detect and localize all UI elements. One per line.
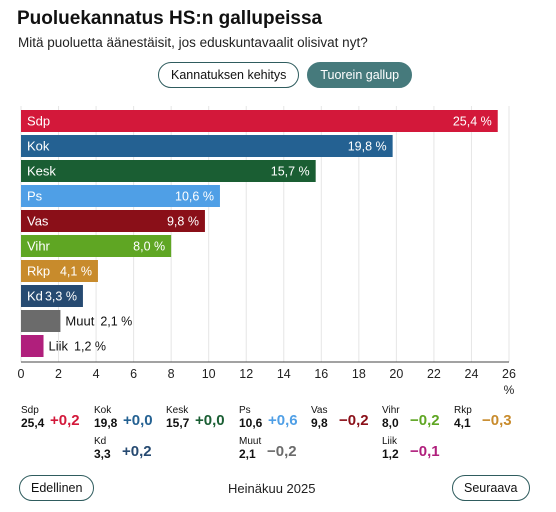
bar-liik — [21, 335, 44, 357]
change-delta: +0,0 — [195, 412, 225, 429]
x-tick-label: 6 — [130, 367, 137, 381]
bar-kesk — [21, 160, 316, 182]
x-tick-label: 18 — [352, 367, 366, 381]
change-party: Kesk — [166, 405, 189, 416]
change-delta: +0,2 — [122, 443, 152, 460]
bar-chart: 0 2 4 6 8 10 12 14 16 18 20 22 24 26%Sdp 25,4 %Kok 19,8… — [18, 106, 516, 397]
bar-value-label: 4,1 % — [60, 265, 92, 279]
bar-name-label: Vas — [27, 214, 49, 229]
change-party: Rkp — [454, 405, 472, 416]
bar-value-label: 2,1 % — [100, 315, 132, 329]
x-tick-label: 12 — [239, 367, 253, 381]
x-tick-label: 20 — [389, 367, 403, 381]
bar-value-label: 9,8 % — [167, 215, 199, 229]
bar-rkp — [21, 260, 98, 282]
tab-support-trend[interactable]: Kannatuksen kehitys — [158, 62, 300, 88]
bar-value-label: 19,8 % — [348, 140, 387, 154]
change-party: Sdp — [21, 405, 39, 416]
x-axis-unit: % — [504, 383, 515, 397]
change-delta: +0,6 — [268, 412, 298, 429]
bar-name-label: Kd — [27, 289, 43, 304]
bar-value-label: 10,6 % — [175, 190, 214, 204]
bar-value-label: 25,4 % — [453, 115, 492, 129]
change-value: 4,1 — [454, 416, 471, 430]
change-delta: −0,3 — [482, 412, 512, 429]
change-delta: −0,1 — [410, 443, 440, 460]
change-delta: +0,0 — [123, 412, 153, 429]
change-delta: −0,2 — [267, 443, 297, 460]
change-party: Vihr — [382, 405, 400, 416]
next-button[interactable]: Seuraava — [452, 475, 530, 501]
x-tick-label: 10 — [202, 367, 216, 381]
bar-value-label: 1,2 % — [74, 340, 106, 354]
change-party: Muut — [239, 436, 262, 447]
change-delta: −0,2 — [410, 412, 440, 429]
bar-name-label: Kesk — [27, 164, 56, 179]
tab-latest-poll[interactable]: Tuorein gallup — [307, 62, 413, 88]
bar-name-label: Kok — [27, 139, 50, 154]
bar-name-label: Ps — [27, 189, 43, 204]
change-value: 1,2 — [382, 447, 399, 461]
previous-button[interactable]: Edellinen — [19, 475, 95, 501]
view-tabs: Kannatuksen kehitys Tuorein gallup — [158, 62, 413, 88]
bar-value-label: 15,7 % — [271, 165, 310, 179]
x-tick-label: 0 — [18, 367, 25, 381]
change-party: Kok — [94, 405, 112, 416]
chart-title: Puoluekannatus HS:n gallupeissa — [17, 8, 323, 29]
bar-name-label: Sdp — [27, 114, 50, 129]
bar-value-label: 3,3 % — [45, 290, 77, 304]
change-value: 3,3 — [94, 447, 111, 461]
bar-ps — [21, 185, 220, 207]
bar-name-label: Vihr — [27, 239, 51, 254]
change-party: Vas — [311, 405, 328, 416]
bar-name-label: Muut — [65, 314, 94, 329]
change-party: Kd — [94, 436, 107, 447]
x-tick-label: 2 — [55, 367, 62, 381]
change-value: 10,6 — [239, 416, 263, 430]
bar-name-label: Rkp — [27, 264, 50, 279]
bar-vas — [21, 210, 205, 232]
bar-vihr — [21, 235, 172, 257]
x-tick-label: 8 — [168, 367, 175, 381]
change-value: 2,1 — [239, 447, 256, 461]
bar-name-label: Liik — [49, 339, 69, 354]
change-value: 9,8 — [311, 416, 328, 430]
change-value: 8,0 — [382, 416, 399, 430]
change-value: 19,8 — [94, 416, 118, 430]
x-tick-label: 4 — [93, 367, 100, 381]
change-value: 15,7 — [166, 416, 190, 430]
bar-kok — [21, 135, 393, 157]
change-delta: +0,2 — [50, 412, 80, 429]
bar-sdp — [21, 110, 498, 132]
chart-subtitle: Mitä puoluetta äänestäisit, jos eduskunt… — [18, 35, 368, 50]
x-tick-label: 14 — [277, 367, 291, 381]
bar-value-label: 8,0 % — [133, 240, 165, 254]
bar-muut — [21, 310, 61, 332]
change-value: 25,4 — [21, 416, 45, 430]
x-tick-label: 24 — [465, 367, 479, 381]
x-tick-label: 16 — [314, 367, 328, 381]
bar-kd — [21, 285, 83, 307]
change-delta: −0,2 — [339, 412, 369, 429]
x-tick-label: 26 — [502, 367, 516, 381]
change-party: Ps — [239, 405, 251, 416]
change-party: Liik — [382, 436, 398, 447]
poll-period: Heinäkuu 2025 — [228, 481, 316, 496]
x-tick-label: 22 — [427, 367, 441, 381]
